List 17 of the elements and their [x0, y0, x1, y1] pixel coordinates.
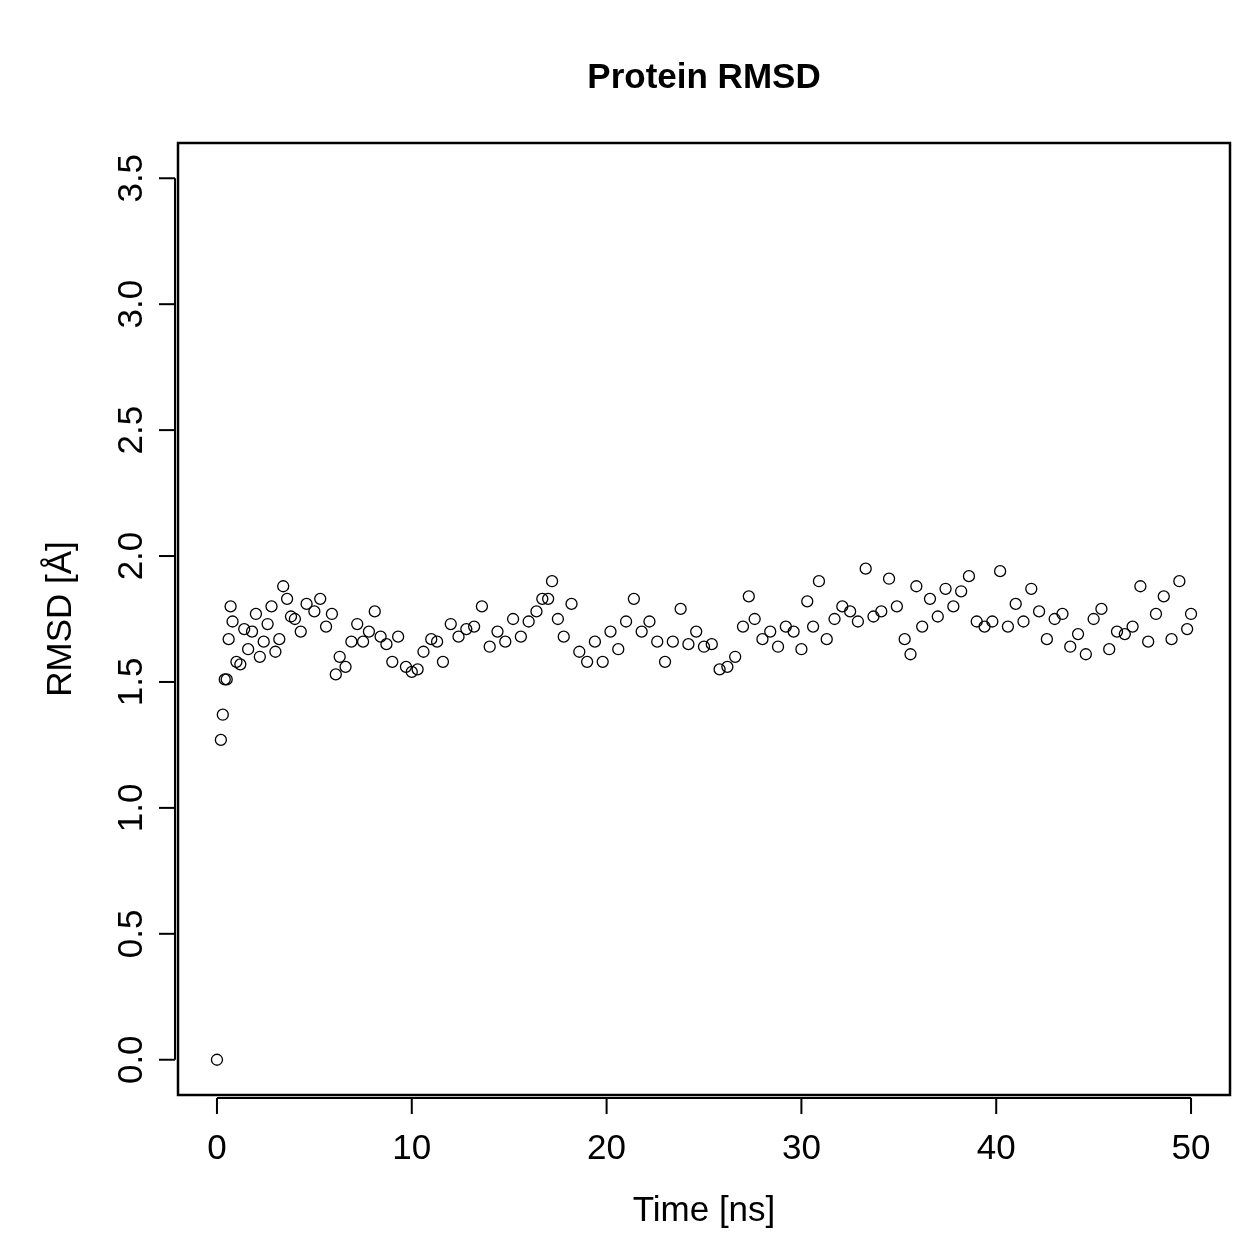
y-tick-label: 0.5 — [110, 909, 149, 959]
x-tick-label: 0 — [207, 1127, 227, 1166]
y-tick-label: 1.5 — [110, 657, 149, 707]
y-tick-label: 2.5 — [110, 405, 149, 455]
x-tick-label: 10 — [392, 1127, 432, 1166]
x-tick-label: 20 — [587, 1127, 627, 1166]
y-tick-label: 3.0 — [110, 279, 149, 329]
y-axis-title: RMSD [Å] — [39, 541, 78, 697]
chart-title: Protein RMSD — [587, 56, 821, 95]
y-tick-label: 3.5 — [110, 153, 149, 203]
y-tick-label: 2.0 — [110, 531, 149, 581]
x-tick-label: 30 — [781, 1127, 821, 1166]
x-tick-label: 40 — [976, 1127, 1016, 1166]
y-tick-label: 1.0 — [110, 783, 149, 833]
x-tick-label: 50 — [1171, 1127, 1211, 1166]
x-axis-title: Time [ns] — [632, 1189, 776, 1228]
y-tick-label: 0.0 — [110, 1035, 149, 1085]
